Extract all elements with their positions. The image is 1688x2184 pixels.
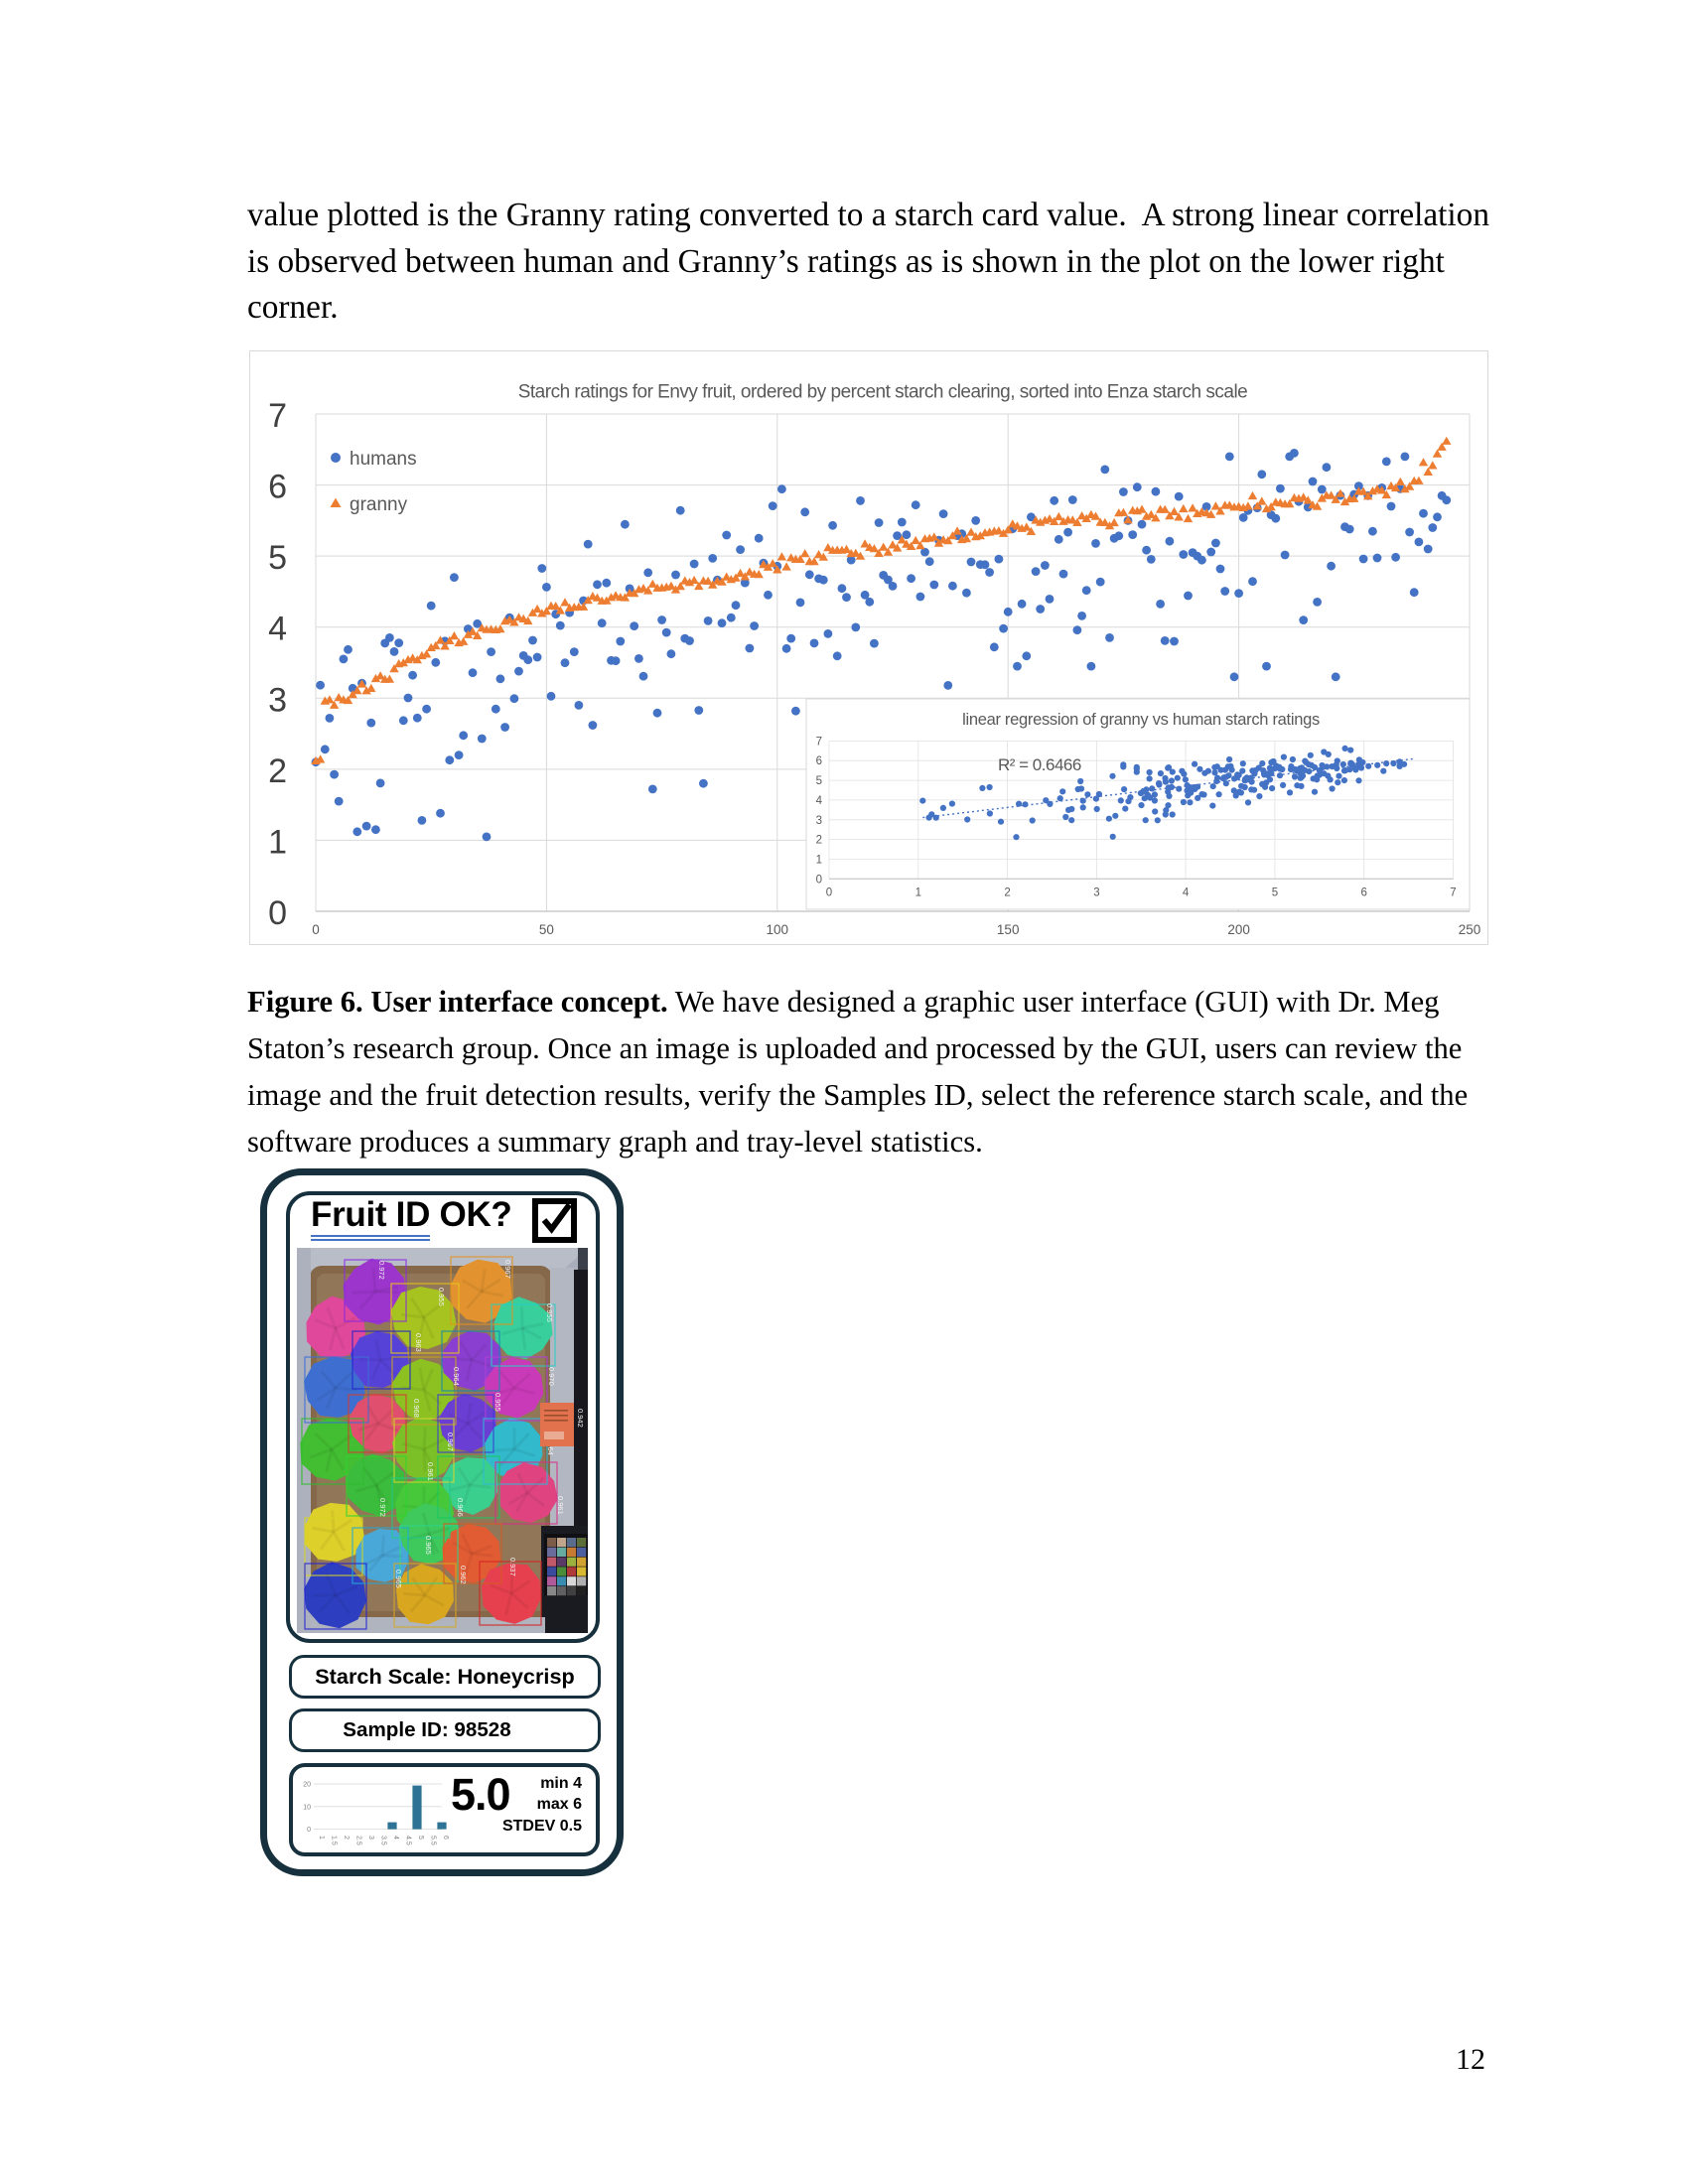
svg-text:0.966: 0.966 <box>456 1498 465 1517</box>
svg-text:0.955: 0.955 <box>545 1303 554 1322</box>
svg-text:6: 6 <box>442 1836 449 1840</box>
svg-text:0: 0 <box>312 922 320 937</box>
svg-text:0.955: 0.955 <box>493 1393 502 1412</box>
svg-text:linear regression of granny vs: linear regression of granny vs human sta… <box>962 711 1320 729</box>
svg-text:0.942: 0.942 <box>576 1409 585 1428</box>
svg-text:0.962: 0.962 <box>459 1566 468 1584</box>
svg-text:0.955: 0.955 <box>437 1288 446 1306</box>
svg-text:4: 4 <box>1183 887 1190 898</box>
svg-text:250: 250 <box>1459 922 1481 937</box>
svg-text:5: 5 <box>816 775 822 787</box>
svg-text:0: 0 <box>816 874 822 886</box>
svg-text:2: 2 <box>1004 887 1010 898</box>
svg-text:0.965: 0.965 <box>394 1570 403 1588</box>
svg-text:R² = 0.6466: R² = 0.6466 <box>998 755 1081 774</box>
svg-text:6: 6 <box>816 755 822 767</box>
svg-text:0.961: 0.961 <box>426 1462 435 1481</box>
svg-text:3: 3 <box>1093 887 1099 898</box>
svg-text:6: 6 <box>1360 887 1366 898</box>
svg-text:3: 3 <box>367 1836 374 1840</box>
svg-text:4.5: 4.5 <box>405 1836 412 1845</box>
svg-text:50: 50 <box>539 922 554 937</box>
svg-text:150: 150 <box>997 922 1020 937</box>
svg-text:Starch ratings for Envy fruit,: Starch ratings for Envy fruit, ordered b… <box>518 382 1248 403</box>
svg-text:3: 3 <box>816 815 822 827</box>
svg-text:5: 5 <box>1272 887 1278 898</box>
svg-text:0.965: 0.965 <box>424 1536 433 1555</box>
svg-text:3.5: 3.5 <box>380 1836 387 1845</box>
svg-text:0: 0 <box>307 1827 311 1834</box>
svg-text:7: 7 <box>268 397 287 435</box>
svg-text:0.970: 0.970 <box>547 1367 556 1386</box>
svg-text:2: 2 <box>816 835 822 847</box>
svg-text:1: 1 <box>816 855 822 867</box>
svg-text:5.5: 5.5 <box>430 1836 437 1845</box>
svg-text:0: 0 <box>268 894 287 932</box>
svg-text:2.5: 2.5 <box>355 1836 362 1845</box>
svg-text:7: 7 <box>816 736 822 748</box>
svg-text:0.967: 0.967 <box>503 1260 512 1279</box>
svg-text:0.967: 0.967 <box>446 1433 455 1451</box>
svg-text:20: 20 <box>303 1782 311 1789</box>
svg-text:1: 1 <box>318 1836 325 1840</box>
svg-text:0.968: 0.968 <box>412 1399 421 1418</box>
svg-text:0.964: 0.964 <box>452 1367 461 1386</box>
svg-text:2: 2 <box>268 752 287 790</box>
svg-text:granny: granny <box>350 494 408 515</box>
svg-text:5: 5 <box>268 539 287 577</box>
svg-text:100: 100 <box>767 922 789 937</box>
svg-text:1: 1 <box>915 887 921 898</box>
svg-text:10: 10 <box>303 1804 311 1811</box>
svg-text:4: 4 <box>816 795 823 807</box>
svg-text:3: 3 <box>268 681 287 719</box>
svg-text:6: 6 <box>268 469 287 506</box>
svg-text:0.961: 0.961 <box>556 1496 565 1515</box>
svg-text:5: 5 <box>417 1836 424 1840</box>
svg-text:1.5: 1.5 <box>331 1836 338 1845</box>
svg-text:0.963: 0.963 <box>414 1333 423 1352</box>
svg-text:0: 0 <box>826 887 832 898</box>
svg-text:0.972: 0.972 <box>378 1498 387 1517</box>
svg-text:1: 1 <box>268 823 287 861</box>
svg-text:0.937: 0.937 <box>508 1558 517 1576</box>
svg-text:4: 4 <box>268 611 287 648</box>
svg-text:200: 200 <box>1227 922 1250 937</box>
svg-text:4: 4 <box>392 1836 399 1840</box>
svg-text:0.972: 0.972 <box>377 1261 386 1280</box>
svg-text:7: 7 <box>1450 887 1456 898</box>
svg-text:humans: humans <box>350 449 417 470</box>
svg-text:2: 2 <box>343 1836 350 1840</box>
